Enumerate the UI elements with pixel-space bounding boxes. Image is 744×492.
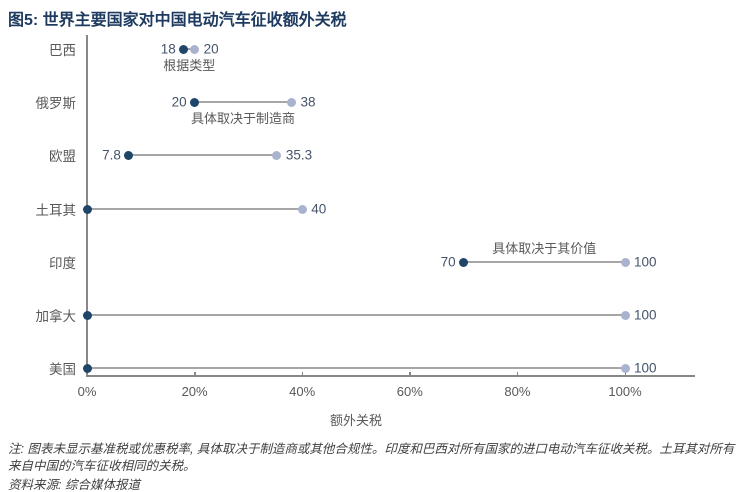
max-dot	[286, 97, 296, 107]
dumbbell-line	[87, 208, 303, 210]
x-tick-label: 20%	[181, 384, 208, 399]
dumbbell-line	[128, 154, 277, 156]
min-dot	[179, 44, 189, 54]
x-tick-label: 100%	[608, 384, 642, 399]
min-dot	[82, 363, 92, 373]
x-axis-title: 额外关税	[329, 413, 383, 428]
min-value-label: 70	[440, 254, 456, 270]
max-value-label: 35.3	[285, 147, 313, 163]
x-tick	[409, 372, 411, 377]
dumbbell-line	[463, 261, 625, 263]
min-value-label: 20	[171, 94, 187, 110]
max-dot	[190, 44, 200, 54]
min-value-label: 18	[160, 41, 176, 57]
annotation-label: 具体取决于制造商	[191, 111, 296, 126]
country-label: 巴西	[49, 43, 76, 58]
country-label: 加拿大	[35, 309, 77, 324]
dumbbell-line	[87, 314, 625, 316]
x-axis-line	[86, 375, 695, 377]
max-value-label: 38	[300, 94, 316, 110]
country-label: 美国	[49, 362, 76, 377]
annotation-label: 具体取决于其价值	[492, 241, 597, 256]
max-dot	[620, 363, 630, 373]
max-value-label: 100	[634, 360, 657, 376]
country-label: 土耳其	[35, 203, 77, 218]
min-dot	[124, 150, 134, 160]
min-dot	[190, 97, 200, 107]
min-value-label: 7.8	[102, 147, 121, 163]
max-dot	[272, 150, 282, 160]
min-dot	[459, 257, 469, 267]
chart-source: 资料来源: 综合媒体报道	[8, 478, 140, 492]
max-dot	[620, 257, 630, 267]
x-tick	[194, 372, 196, 377]
min-dot	[82, 310, 92, 320]
x-tick-label: 80%	[504, 384, 531, 399]
max-value-label: 20	[203, 41, 219, 57]
x-tick	[516, 372, 519, 377]
max-value-label: 100	[634, 254, 657, 270]
x-tick	[624, 372, 626, 377]
max-value-label: 100	[634, 307, 657, 323]
country-label: 印度	[49, 256, 76, 271]
x-tick	[301, 372, 304, 377]
dumbbell-line	[183, 48, 195, 50]
max-value-label: 40	[311, 201, 327, 217]
x-tick-label: 0%	[77, 384, 97, 399]
x-tick-label: 40%	[289, 384, 316, 399]
annotation-label: 根据类型	[163, 58, 216, 73]
country-label: 俄罗斯	[35, 96, 77, 111]
max-dot	[620, 310, 630, 320]
chart-note: 注: 图表未显示基准税或优惠税率, 具体取决于制造商或其他合规性。印度和巴西对所…	[8, 442, 735, 473]
max-dot	[297, 204, 307, 214]
chart-title: 图5: 世界主要国家对中国电动汽车征收额外关税	[8, 12, 347, 29]
x-tick-label: 60%	[396, 384, 423, 399]
country-label: 欧盟	[49, 149, 76, 164]
min-dot	[82, 204, 92, 214]
dumbbell-line	[87, 367, 625, 369]
dumbbell-line	[194, 101, 292, 103]
